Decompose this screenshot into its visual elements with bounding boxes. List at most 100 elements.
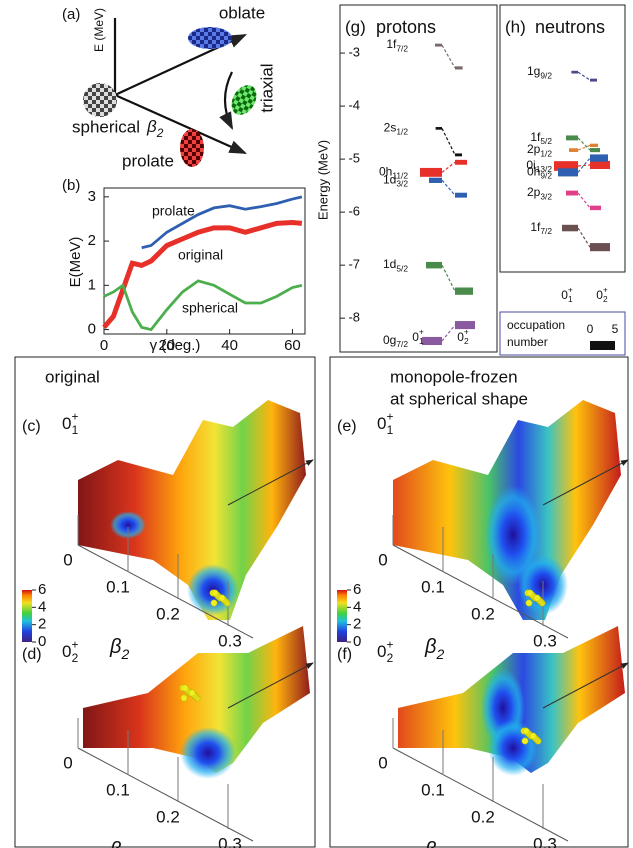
orbit-label: 1f5/2 bbox=[530, 130, 552, 146]
label: Energy (MeV) bbox=[315, 140, 330, 220]
oblate-shape bbox=[188, 27, 232, 49]
state-label: 0+ 2 bbox=[596, 285, 608, 305]
colorbar-label: 4 bbox=[38, 598, 46, 615]
label-base: 0 bbox=[62, 414, 71, 433]
label-sup: + bbox=[386, 637, 393, 651]
level-bar bbox=[420, 167, 442, 177]
level-bar bbox=[569, 148, 578, 152]
level-bar bbox=[455, 159, 467, 165]
label-sub: 1 bbox=[72, 423, 79, 437]
plot-frame bbox=[103, 187, 306, 335]
axis-label: β2 bbox=[424, 839, 444, 848]
level-bar bbox=[435, 43, 442, 47]
label: (d) bbox=[22, 646, 42, 663]
label-base: 2p bbox=[527, 185, 541, 199]
axis-line bbox=[392, 544, 569, 639]
axis-label: β2 bbox=[109, 636, 129, 661]
level-link bbox=[577, 157, 591, 173]
spherical-shape bbox=[83, 83, 117, 117]
label: protons bbox=[376, 17, 436, 37]
label-base: 0 bbox=[412, 330, 419, 344]
label: at spherical shape bbox=[390, 389, 528, 408]
level-bar bbox=[554, 161, 578, 171]
label-sup: + bbox=[568, 285, 573, 295]
energy-surface bbox=[78, 400, 306, 620]
y-tick-label: -8 bbox=[348, 310, 360, 325]
label-sub: 2 bbox=[156, 126, 164, 140]
label-sup: + bbox=[71, 637, 78, 651]
level-link bbox=[441, 44, 456, 69]
x-tick-label: 20 bbox=[158, 337, 175, 354]
label-base: 1f bbox=[530, 220, 541, 234]
tick-label: 0.2 bbox=[471, 604, 495, 623]
label-base: 1d bbox=[383, 257, 396, 271]
level-bar bbox=[566, 135, 578, 141]
label: spherical bbox=[72, 117, 140, 136]
label-base: 0 bbox=[457, 330, 464, 344]
axis-line bbox=[77, 544, 254, 639]
label-sub: 7/2 bbox=[396, 339, 408, 349]
state-label: 0+ 1 bbox=[561, 285, 573, 305]
y-tick-label: 3 bbox=[88, 188, 96, 205]
neutrons-frame bbox=[499, 4, 626, 273]
tick-label: 0 bbox=[378, 550, 387, 569]
x-tick-label: 40 bbox=[221, 337, 238, 354]
label: occupation bbox=[507, 318, 565, 332]
label-base: 0 bbox=[561, 288, 568, 302]
level-bar bbox=[422, 336, 442, 346]
level-bar bbox=[455, 192, 467, 198]
label-sub: 1 bbox=[387, 423, 394, 437]
y-tick-label: -7 bbox=[348, 257, 360, 272]
x-tick-label: 0 bbox=[100, 337, 108, 354]
axis-label: β2 bbox=[109, 839, 129, 848]
orbit-label: 1f7/2 bbox=[530, 220, 552, 236]
level-bar bbox=[571, 70, 578, 74]
y-tick-label: 0 bbox=[88, 321, 96, 338]
label: β2 bbox=[146, 117, 164, 140]
y-tick-label: -4 bbox=[348, 98, 360, 113]
y-tick-label: -6 bbox=[348, 204, 360, 219]
label: 0+ 1 bbox=[377, 409, 394, 437]
tick-label: 0.1 bbox=[421, 577, 445, 596]
level-bar bbox=[566, 190, 578, 196]
colorbar-label: 6 bbox=[353, 581, 361, 598]
label-base: 0 bbox=[596, 288, 603, 302]
sample-dot bbox=[525, 599, 533, 607]
right-frame bbox=[329, 356, 629, 848]
level-bar bbox=[558, 168, 578, 177]
label: (h) bbox=[505, 17, 526, 36]
label: prolate bbox=[122, 151, 174, 170]
level-bar bbox=[590, 154, 608, 162]
prolate-axis bbox=[114, 93, 248, 155]
axis-label: β2 bbox=[424, 636, 444, 661]
axis-line bbox=[77, 747, 254, 842]
label: 0+ 1 bbox=[62, 409, 79, 437]
colorbar bbox=[337, 590, 347, 642]
level-bar bbox=[590, 148, 600, 153]
tick-label: 0.2 bbox=[156, 807, 180, 826]
label-sub: 2 bbox=[120, 646, 129, 662]
label: number bbox=[507, 335, 548, 349]
surface-basin bbox=[180, 727, 236, 779]
label-base: β bbox=[146, 117, 157, 136]
label-sub: 1/2 bbox=[396, 127, 408, 137]
orbit-label: 0h11/2 bbox=[379, 165, 408, 181]
tick-label: 0.1 bbox=[421, 780, 445, 799]
level-bar bbox=[590, 205, 601, 211]
label-base: 2p bbox=[527, 142, 541, 156]
label-base: 0g bbox=[383, 333, 396, 347]
label: 0+ 2 bbox=[377, 637, 394, 665]
protons-frame bbox=[339, 4, 498, 353]
axis-line bbox=[227, 459, 314, 506]
label-base: 1f bbox=[386, 37, 397, 51]
label: neutrons bbox=[535, 17, 605, 37]
label: E (MeV) bbox=[92, 8, 106, 52]
orbit-label: 0g7/2 bbox=[383, 333, 408, 349]
label-sup: + bbox=[464, 327, 469, 337]
sample-dot bbox=[181, 684, 189, 692]
label: γ (deg.) bbox=[150, 337, 201, 354]
triaxial-shape bbox=[231, 85, 257, 115]
colorbar-label: 0 bbox=[353, 633, 361, 650]
surface-basin bbox=[110, 511, 146, 539]
orbit-label: 1f7/2 bbox=[386, 37, 408, 53]
